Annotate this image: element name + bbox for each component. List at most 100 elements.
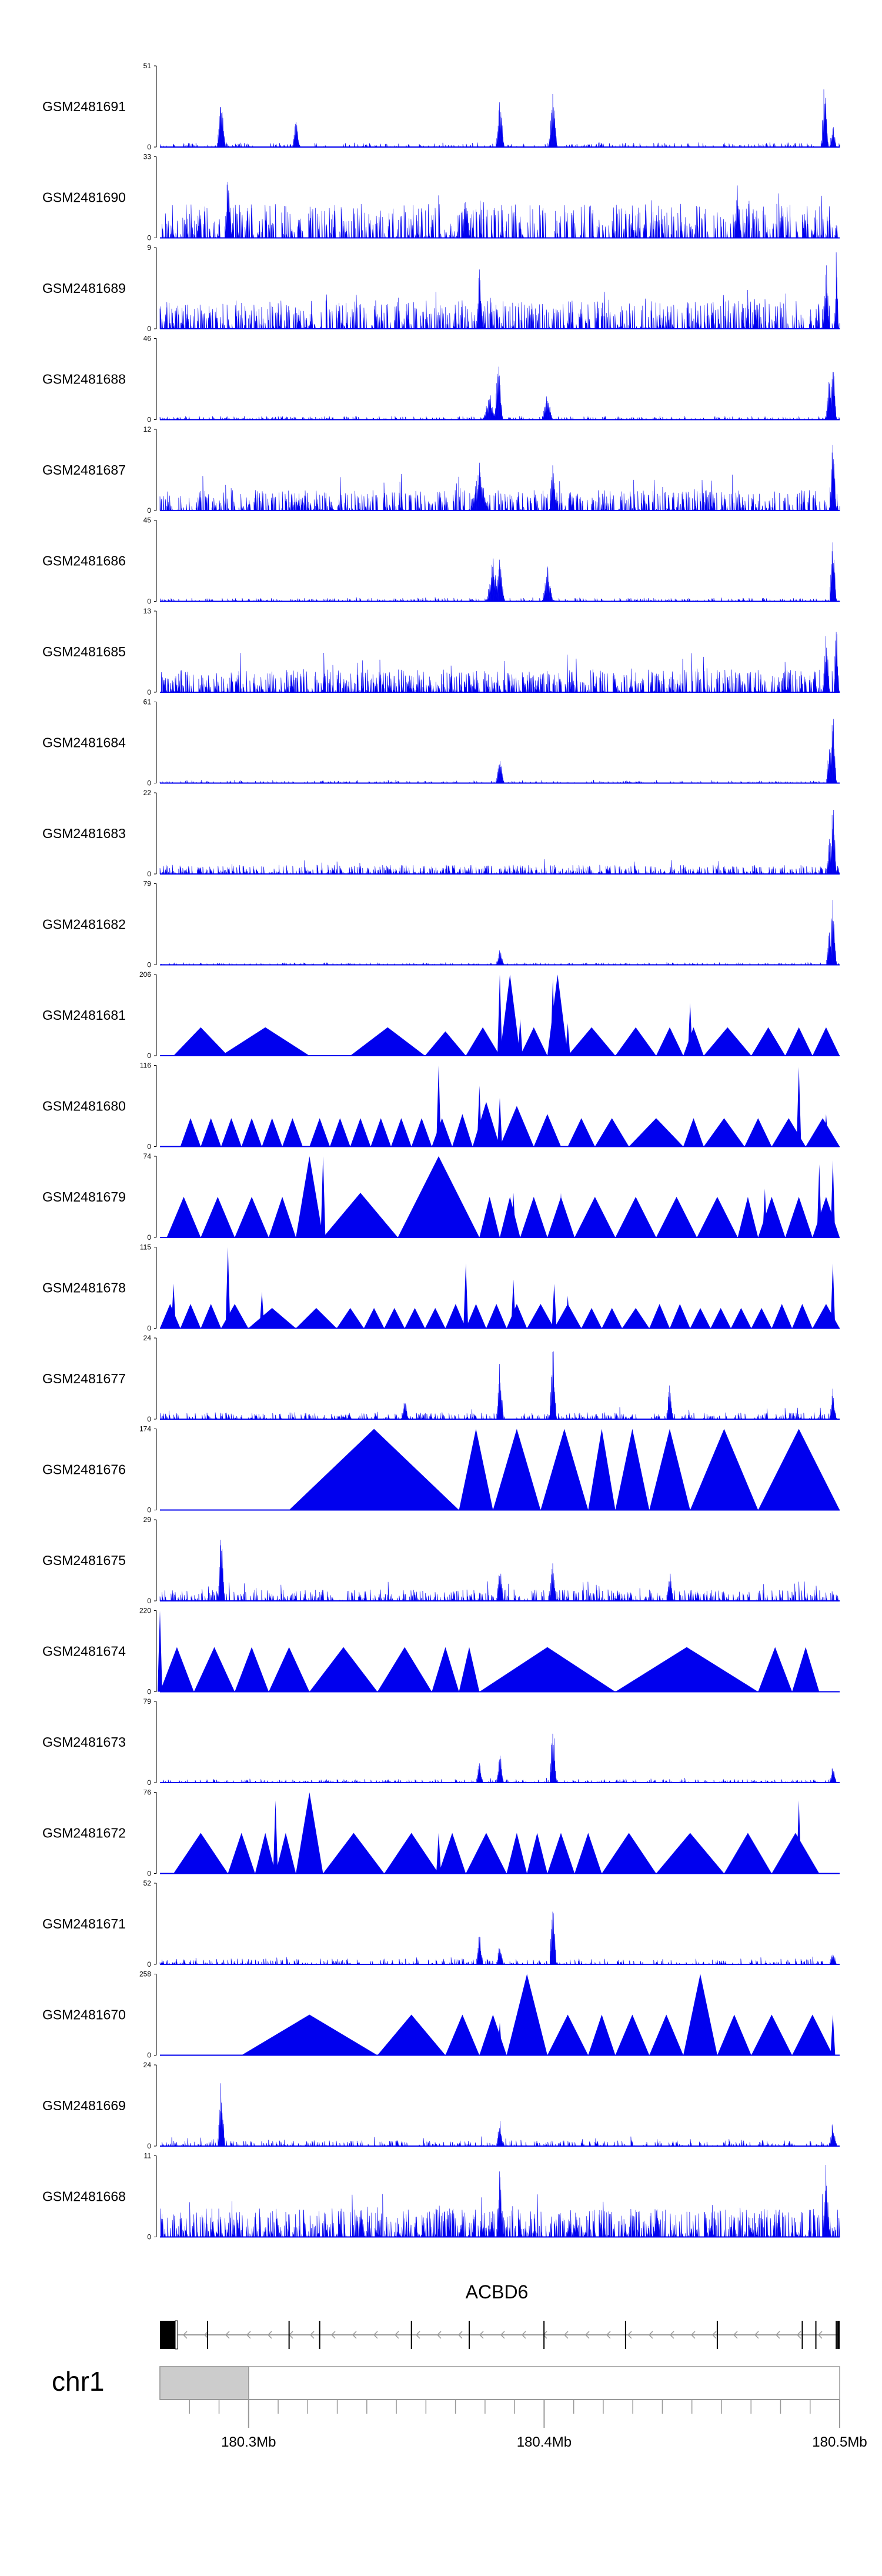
coverage-peak <box>615 1429 650 1510</box>
track-label: GSM2481670 <box>42 2007 126 2023</box>
strand-arrow <box>330 2331 336 2339</box>
coverage-spike <box>550 978 556 1056</box>
coverage-peak <box>432 1647 459 1692</box>
coverage-peak <box>425 1031 466 1056</box>
coverage-signal <box>160 1351 840 1420</box>
track-label: GSM2481671 <box>42 1916 126 1931</box>
coverage-peak <box>296 1792 323 1874</box>
track-GSM2481668: GSM2481668 11 0 <box>42 2152 840 2241</box>
coverage-peak <box>479 2014 507 2056</box>
track-label: GSM2481672 <box>42 1826 126 1841</box>
coverage-peak <box>574 1197 616 1237</box>
y-axis-max-label: 52 <box>143 1879 152 1887</box>
coverage-peak <box>330 1118 350 1147</box>
coverage-peak <box>744 1118 772 1147</box>
coverage-peak <box>581 1308 602 1329</box>
coverage-peak <box>574 1833 602 1874</box>
track-GSM2481670: GSM2481670 258 0 <box>42 1970 840 2060</box>
strand-arrow <box>711 2331 717 2339</box>
coverage-peak <box>547 1833 575 1874</box>
strand-arrow <box>606 2331 611 2339</box>
track-GSM2481673: GSM2481673 79 0 <box>42 1697 840 1787</box>
coverage-signal <box>159 366 840 421</box>
coverage-peak <box>363 1308 385 1329</box>
track-label: GSM2481684 <box>42 735 126 750</box>
y-axis-max-label: 258 <box>139 1970 151 1978</box>
coverage-peak <box>533 1114 561 1147</box>
y-axis-max-label: 24 <box>143 2061 152 2069</box>
coverage-spike <box>565 1023 570 1056</box>
strand-arrow <box>627 2331 632 2339</box>
coverage-peak <box>391 1118 412 1147</box>
coverage-peak <box>737 1197 759 1237</box>
coverage-peak <box>309 1118 330 1147</box>
strand-arrow <box>563 2331 569 2339</box>
coverage-signal <box>159 445 840 512</box>
axis-tick-label: 180.4Mb <box>517 2434 572 2450</box>
coverage-peak <box>221 1027 310 1056</box>
coverage-peak <box>466 1304 486 1329</box>
coverage-peak <box>520 1197 547 1237</box>
coverage-peak <box>683 1118 704 1147</box>
coverage-peak <box>201 1197 235 1237</box>
track-label: GSM2481690 <box>42 190 126 205</box>
coverage-peak <box>160 1304 181 1329</box>
track-label: GSM2481686 <box>42 553 126 569</box>
coverage-spike <box>497 1097 502 1147</box>
coverage-peak <box>166 1197 201 1237</box>
coverage-peak <box>282 1118 303 1147</box>
y-axis-min-label: 0 <box>147 506 151 515</box>
coverage-peak <box>445 1304 466 1329</box>
track-GSM2481682: GSM2481682 79 0 <box>42 880 840 969</box>
coverage-signal <box>159 1911 840 1966</box>
coverage-peak <box>350 1118 371 1147</box>
y-axis-min-label: 0 <box>147 234 151 242</box>
y-axis-min-label: 0 <box>147 1324 151 1333</box>
strand-arrow <box>584 2331 590 2339</box>
coverage-peak <box>235 1647 269 1692</box>
coverage-peak <box>792 1304 813 1329</box>
coverage-peak <box>792 1647 820 1692</box>
coverage-peak <box>615 1197 656 1237</box>
y-axis-min-label: 0 <box>147 1143 151 1151</box>
strand-arrow <box>521 2331 526 2339</box>
gene-exon-end <box>837 2321 840 2349</box>
coverage-signal <box>160 2083 840 2147</box>
track-GSM2481689: GSM2481689 9 0 <box>42 243 840 333</box>
coverage-spike <box>497 2023 502 2056</box>
track-GSM2481672: GSM2481672 76 0 <box>42 1788 840 1878</box>
gene-exon-block <box>175 2320 178 2350</box>
coverage-peak <box>493 1429 541 1510</box>
y-axis-max-label: 13 <box>143 607 152 615</box>
coverage-peak <box>275 1833 296 1874</box>
coverage-peak <box>241 2014 377 2056</box>
coverage-peak <box>255 1833 276 1874</box>
coverage-peak <box>615 1027 656 1056</box>
coverage-peak <box>377 1647 432 1692</box>
coverage-peak <box>269 1647 310 1692</box>
coverage-peak <box>336 1308 364 1329</box>
coverage-spike <box>436 1065 441 1147</box>
coverage-signal <box>159 719 840 784</box>
coverage-peak <box>710 1308 731 1329</box>
y-axis-min-label: 0 <box>147 1052 151 1060</box>
coverage-peak <box>235 1197 269 1237</box>
track-GSM2481681: GSM2481681 206 0 <box>42 970 840 1060</box>
coverage-peak <box>615 2014 650 2056</box>
coverage-peak <box>527 1304 554 1329</box>
coverage-signal <box>160 2164 840 2238</box>
strand-arrow <box>309 2331 315 2339</box>
coverage-peak <box>506 1304 527 1329</box>
coverage-peak <box>594 1118 629 1147</box>
strand-arrow <box>352 2331 357 2339</box>
coverage-peak <box>683 1974 717 2056</box>
track-label: GSM2481683 <box>42 826 126 841</box>
coverage-peak <box>771 1304 793 1329</box>
coverage-peak <box>160 1647 194 1692</box>
track-label: GSM2481680 <box>42 1099 126 1114</box>
coverage-peak <box>221 1118 242 1147</box>
coverage-spike <box>830 1160 836 1237</box>
track-label: GSM2481676 <box>42 1462 126 1477</box>
coverage-peak <box>411 1118 432 1147</box>
